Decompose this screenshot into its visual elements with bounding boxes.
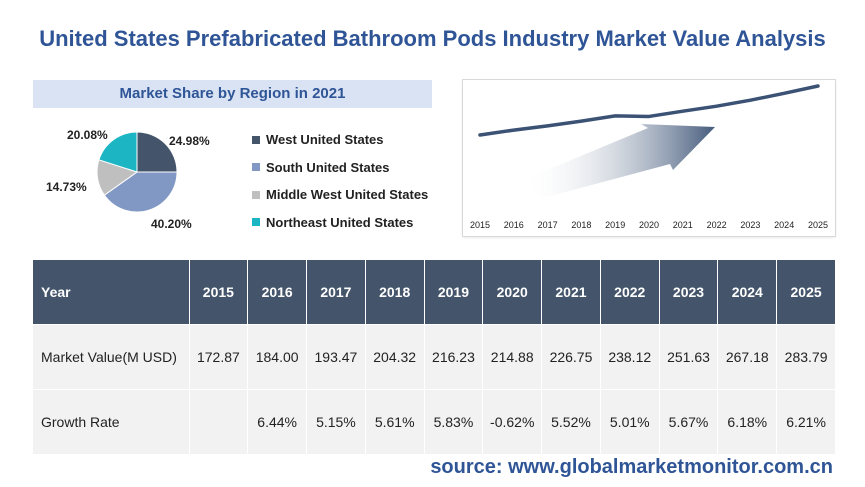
legend-label-south: South United States [266, 159, 390, 175]
table-header-year: 2017 [306, 260, 366, 325]
trend-x-tick-label: 2022 [707, 220, 727, 230]
table-header-label: Year [33, 260, 190, 325]
trend-x-tick-label: 2015 [470, 220, 490, 230]
trend-x-tick-label: 2025 [808, 220, 828, 230]
pie-label-south: 40.20% [151, 217, 192, 231]
table-cell: 214.88 [482, 324, 543, 390]
legend-swatch-middle-west [252, 190, 260, 199]
table-cell: 5.52% [541, 389, 601, 454]
trend-x-tick-label: 2021 [673, 220, 693, 230]
pie-slice-northeast [98, 131, 138, 173]
table-cell: 204.32 [365, 324, 425, 390]
trend-arrow-icon [523, 124, 715, 198]
table-cell: 238.12 [600, 324, 660, 390]
table-row-label: Growth Rate [33, 389, 190, 454]
legend-item-south: South United States [252, 154, 428, 182]
pie-slice-west [136, 131, 178, 173]
pie-label-middle-west: 14.73% [46, 180, 87, 194]
legend-swatch-northeast [252, 218, 260, 227]
table-row: Growth Rate 6.44% 5.15% 5.61% 5.83% -0.62% 5.5… [33, 389, 836, 454]
pie-slice-south [103, 171, 178, 213]
table-header-year: 2015 [189, 260, 249, 325]
table-cell: 5.01% [600, 389, 660, 454]
trend-x-tick-label: 2016 [504, 220, 524, 230]
legend-label-west: West United States [266, 132, 384, 148]
table-header-year: 2025 [776, 260, 836, 325]
table-cell: 267.18 [717, 324, 778, 390]
table-header-year: 2018 [365, 260, 425, 325]
table-row: Market Value(M USD) 172.87 184.00 193.47 204… [33, 324, 836, 390]
legend-swatch-south [252, 163, 260, 172]
table-cell: 283.79 [776, 324, 836, 390]
table-header-year: 2016 [247, 260, 308, 325]
table-cell: 6.21% [776, 389, 836, 454]
pie-chart-title: Market Share by Region in 2021 [33, 80, 432, 108]
trend-line-chart: 2015 2016 2017 2018 2019 2020 2021 2022 2023 2024… [470, 84, 828, 230]
table-cell: 5.67% [659, 389, 719, 454]
trend-x-tick-label: 2023 [740, 220, 760, 230]
table-cell: 5.15% [306, 389, 366, 454]
legend-item-northeast: Northeast United States [252, 209, 428, 237]
trend-x-tick-label: 2019 [605, 220, 625, 230]
table-row-label: Market Value(M USD) [33, 324, 190, 390]
legend-swatch-west [252, 135, 260, 144]
source-credit: source: www.globalmarketmonitor.com.cn [430, 456, 833, 478]
table-header-year: 2021 [541, 260, 601, 325]
table-header-year: 2020 [482, 260, 543, 325]
legend-label-northeast: Northeast United States [266, 214, 414, 230]
pie-label-west: 24.98% [169, 134, 210, 148]
table-cell: 5.83% [424, 389, 484, 454]
table-cell: 216.23 [424, 324, 484, 390]
table-header-year: 2019 [424, 260, 484, 325]
table-cell: 6.18% [717, 389, 778, 454]
trend-x-tick-label: 2024 [774, 220, 794, 230]
page-title: United States Prefabricated Bathroom Pod… [39, 26, 826, 51]
pie-label-northeast: 20.08% [67, 128, 108, 142]
table-cell: -0.62% [482, 389, 543, 454]
table-header-year: 2022 [600, 260, 660, 325]
legend-item-middle-west: Middle West United States [252, 181, 428, 209]
trend-x-tick-label: 2018 [571, 220, 591, 230]
table-header-year: 2023 [659, 260, 719, 325]
pie-legend: West United States South United States M… [252, 126, 428, 236]
trend-x-tick-label: 2020 [639, 220, 659, 230]
table-header-year: 2024 [717, 260, 778, 325]
pie-chart [96, 131, 178, 213]
market-data-table: Year 2015 2016 2017 2018 2019 2020 2021 2022 2023… [33, 260, 836, 454]
table-cell: 193.47 [306, 324, 366, 390]
table-cell: 226.75 [541, 324, 601, 390]
table-cell: 184.00 [247, 324, 308, 390]
table-cell: 6.44% [247, 389, 308, 454]
trend-series-line [478, 84, 820, 137]
table-cell: 251.63 [659, 324, 719, 390]
legend-item-west: West United States [252, 126, 428, 154]
trend-x-tick-label: 2017 [538, 220, 558, 230]
table-cell: 172.87 [189, 324, 249, 390]
table-cell [189, 389, 249, 454]
table-cell: 5.61% [365, 389, 425, 454]
legend-label-middle-west: Middle West United States [266, 187, 429, 203]
